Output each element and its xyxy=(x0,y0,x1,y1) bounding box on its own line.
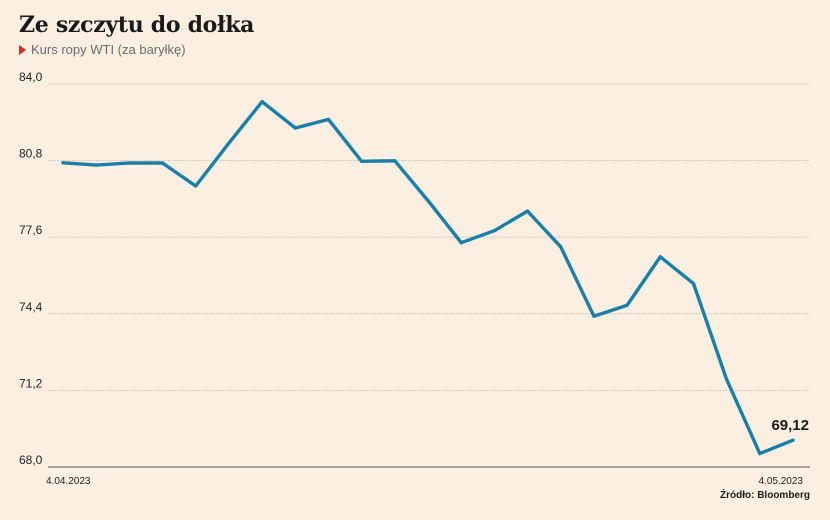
y-tick-label: 68,0 xyxy=(19,453,43,467)
y-tick-label: 84,0 xyxy=(19,70,43,84)
y-tick-label: 77,6 xyxy=(19,223,43,237)
data-point xyxy=(658,255,662,259)
red-triangle-icon xyxy=(19,44,26,55)
data-point xyxy=(625,303,629,307)
data-point xyxy=(61,161,65,165)
y-tick-label: 80,8 xyxy=(19,147,43,161)
data-point xyxy=(326,117,331,122)
series-line xyxy=(61,99,795,456)
last-value-label: 69,12 xyxy=(771,417,809,434)
data-point xyxy=(160,161,165,165)
data-point xyxy=(525,209,530,213)
chart-subtitle-text: Kurs ropy WTI (za baryłkę) xyxy=(31,42,186,57)
data-point xyxy=(791,438,795,442)
x-tick-label: 4.04.2023 xyxy=(46,476,91,487)
data-point xyxy=(758,451,762,456)
data-point xyxy=(426,198,430,203)
data-point xyxy=(393,159,397,163)
x-tick-label: 4.05.2023 xyxy=(759,476,804,487)
data-point xyxy=(260,100,264,104)
data-point xyxy=(293,126,297,130)
data-point xyxy=(725,377,729,381)
data-point xyxy=(492,229,496,233)
data-point xyxy=(127,161,131,165)
data-point xyxy=(691,282,696,286)
data-point xyxy=(227,141,231,145)
data-point xyxy=(459,241,463,245)
data-point xyxy=(94,163,98,167)
chart-title: Ze szczytu do dołka xyxy=(19,12,255,38)
data-point xyxy=(194,184,198,188)
data-point xyxy=(360,159,364,163)
y-tick-label: 74,4 xyxy=(19,300,43,314)
source-note: Źródło: Bloomberg xyxy=(720,490,810,501)
y-tick-label: 71,2 xyxy=(19,376,43,390)
data-point xyxy=(559,245,563,249)
data-point xyxy=(592,314,596,318)
chart-subtitle: Kurs ropy WTI (za baryłkę) xyxy=(19,42,186,57)
